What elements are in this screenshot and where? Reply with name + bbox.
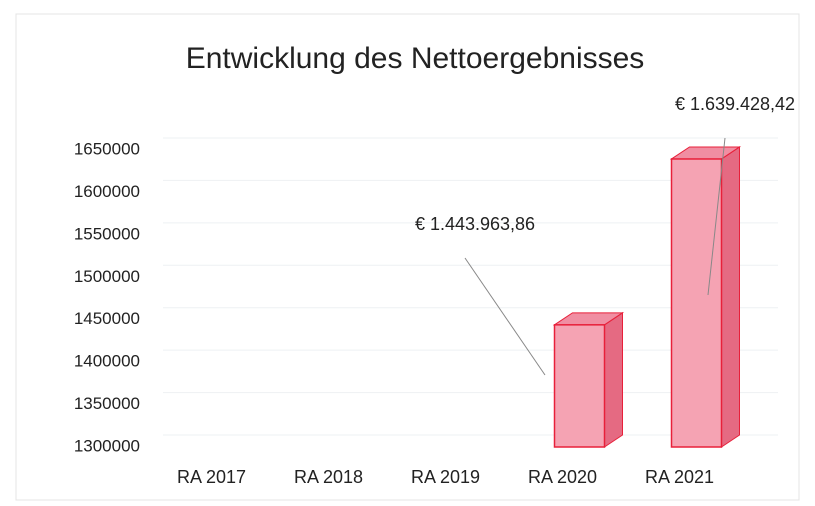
bar-side — [604, 311, 623, 448]
chart-title: Entwicklung des Nettoergebnisses — [186, 42, 645, 75]
bar — [553, 324, 606, 448]
x-tick-label: RA 2019 — [411, 467, 480, 487]
y-tick-label: 1650000 — [74, 139, 140, 158]
y-tick-label: 1400000 — [74, 352, 140, 371]
data-label: € 1.443.963,86 — [415, 214, 535, 234]
label-leader — [464, 257, 546, 376]
bar-side — [721, 146, 740, 448]
y-tick-label: 1600000 — [74, 182, 140, 201]
y-tick-label: 1450000 — [74, 309, 140, 328]
y-tick-label: 1500000 — [74, 267, 140, 286]
y-tick-label: 1350000 — [74, 394, 140, 413]
data-label: € 1.639.428,42 — [675, 94, 795, 114]
bar — [670, 158, 723, 448]
y-tick-label: 1550000 — [74, 224, 140, 243]
chart-frame — [15, 13, 800, 501]
x-tick-label: RA 2018 — [294, 467, 363, 487]
x-tick-label: RA 2017 — [177, 467, 246, 487]
y-tick-label: 1300000 — [74, 436, 140, 455]
label-leader — [707, 137, 726, 296]
x-tick-label: RA 2021 — [645, 467, 714, 487]
x-tick-label: RA 2020 — [528, 467, 597, 487]
